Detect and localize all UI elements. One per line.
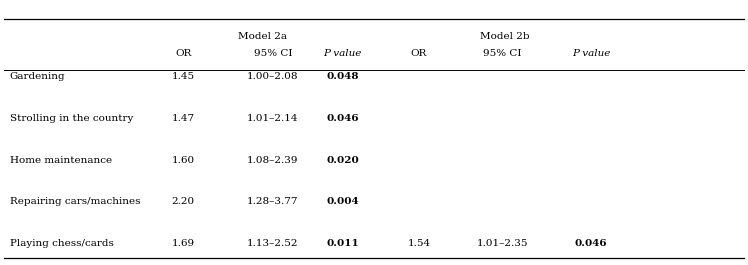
Text: OR: OR [175, 48, 191, 58]
Text: 95% CI: 95% CI [483, 48, 522, 58]
Text: 2.20: 2.20 [172, 197, 194, 206]
Text: 1.47: 1.47 [172, 114, 194, 123]
Text: P value: P value [571, 48, 610, 58]
Text: OR: OR [411, 48, 427, 58]
Text: 1.69: 1.69 [172, 239, 194, 248]
Text: 0.020: 0.020 [326, 156, 359, 165]
Text: 1.54: 1.54 [408, 239, 430, 248]
Text: 1.01–2.14: 1.01–2.14 [248, 114, 298, 123]
Text: Gardening: Gardening [10, 72, 65, 81]
Text: Home maintenance: Home maintenance [10, 156, 112, 165]
Text: Playing chess/cards: Playing chess/cards [10, 239, 114, 248]
Text: 0.011: 0.011 [326, 239, 359, 248]
Text: Repairing cars/machines: Repairing cars/machines [10, 197, 140, 206]
Text: 1.28–3.77: 1.28–3.77 [248, 197, 298, 206]
Text: 1.13–2.52: 1.13–2.52 [248, 239, 298, 248]
Text: Strolling in the country: Strolling in the country [10, 114, 133, 123]
Text: 0.046: 0.046 [326, 114, 359, 123]
Text: P value: P value [323, 48, 362, 58]
Text: 0.004: 0.004 [326, 197, 359, 206]
Text: 95% CI: 95% CI [254, 48, 292, 58]
Text: 1.00–2.08: 1.00–2.08 [248, 72, 298, 81]
Text: 1.45: 1.45 [172, 72, 194, 81]
Text: Model 2a: Model 2a [239, 32, 287, 41]
Text: 0.046: 0.046 [574, 239, 607, 248]
Text: Model 2b: Model 2b [480, 32, 530, 41]
Text: 1.08–2.39: 1.08–2.39 [248, 156, 298, 165]
Text: 1.01–2.35: 1.01–2.35 [477, 239, 528, 248]
Text: 0.048: 0.048 [326, 72, 359, 81]
Text: 1.60: 1.60 [172, 156, 194, 165]
